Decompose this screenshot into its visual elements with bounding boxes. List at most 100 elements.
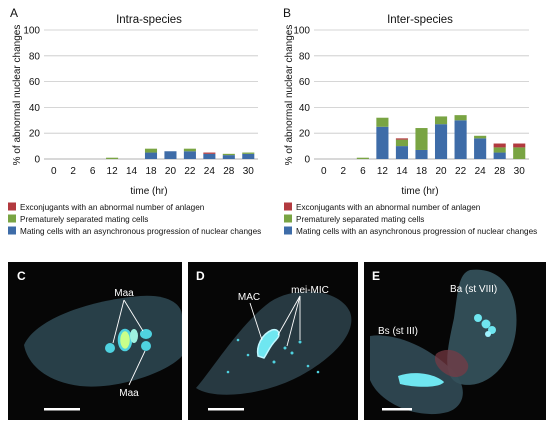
bar-segment-blue — [493, 152, 506, 159]
label-maa-top: Maa — [114, 288, 134, 299]
label-maa-bottom: Maa — [119, 388, 139, 399]
label-ba-st-viii: Ba (st VIII) — [450, 284, 497, 295]
micronucleus — [236, 338, 240, 342]
nucleus — [485, 331, 491, 337]
bar-segment-blue — [376, 126, 389, 159]
chart-title: Intra-species — [116, 14, 182, 26]
bar-segment-green — [242, 152, 255, 154]
micronucleus — [306, 364, 310, 368]
bar-segment-green — [144, 148, 158, 153]
legend-label: Mating cells with an asynchronous progre… — [296, 227, 537, 236]
mating-junction — [434, 349, 469, 378]
x-tick-label: 20 — [435, 166, 447, 177]
bar-segment-blue — [474, 138, 487, 159]
nucleus — [130, 329, 138, 343]
y-tick-label: 80 — [299, 51, 311, 62]
bar-segment-blue — [164, 151, 177, 159]
nucleus — [140, 329, 152, 339]
bar-segment-blue — [203, 153, 216, 159]
bar-segment-green — [513, 147, 526, 159]
x-tick-label: 12 — [377, 166, 389, 177]
x-tick-label: 30 — [243, 166, 255, 177]
bar-segment-blue — [454, 120, 467, 159]
x-tick-label: 30 — [514, 166, 526, 177]
bar-segment-blue — [395, 146, 409, 159]
y-axis-label: % of abnormal nuclear changes — [12, 25, 23, 166]
bar-segment-blue — [415, 149, 428, 159]
x-tick-label: 2 — [341, 166, 347, 177]
nucleus — [117, 328, 133, 352]
x-axis-label: time (hr) — [401, 186, 438, 197]
chart-intra-species: Intra-species 0 20 40 60 80 100 0 2 6 12 14 18 20 22… — [12, 14, 258, 197]
x-tick-label: 22 — [184, 166, 196, 177]
bar-segment-red — [203, 152, 216, 154]
label-mac: MAC — [238, 292, 260, 303]
x-tick-label: 20 — [165, 166, 177, 177]
x-tick-label: 18 — [145, 166, 157, 177]
nucleus — [481, 319, 491, 329]
legend-label: Prematurely separated mating cells — [296, 215, 424, 224]
bars — [106, 148, 255, 159]
x-tick-label: 28 — [223, 166, 235, 177]
scale-bar — [382, 408, 412, 411]
pointer-line — [277, 295, 301, 336]
bar-segment-red — [513, 143, 526, 148]
bar-segment-green — [183, 148, 196, 152]
bar-segment-blue — [144, 152, 158, 159]
x-axis-label: time (hr) — [130, 186, 167, 197]
bar-segment-green — [434, 116, 448, 125]
x-tick-label: 2 — [70, 166, 76, 177]
micronucleus — [316, 370, 320, 374]
nucleus — [474, 314, 482, 322]
cell-body — [447, 269, 517, 385]
micrograph-e: E Ba (st VIII) Bs (st III) — [364, 262, 546, 420]
x-tick-label: 18 — [416, 166, 428, 177]
bar-segment-green — [395, 139, 409, 147]
y-tick-label: 60 — [299, 77, 311, 88]
y-tick-label: 100 — [23, 26, 40, 37]
y-tick-label: 40 — [29, 103, 41, 114]
x-tick-label: 22 — [455, 166, 467, 177]
panel-letter-e: E — [372, 269, 380, 283]
bar-segment-blue — [183, 151, 196, 159]
x-tick-label: 24 — [475, 166, 487, 177]
legend-label: Mating cells with an asynchronous progre… — [20, 227, 261, 236]
nucleus — [105, 343, 115, 353]
pointer-line — [123, 299, 144, 332]
y-tick-label: 20 — [299, 129, 311, 140]
micronucleus — [290, 351, 294, 355]
pointer-line — [128, 350, 146, 386]
bar-segment-green — [493, 147, 506, 153]
micronucleus — [246, 353, 250, 357]
micrograph-c: C Maa Maa — [8, 262, 182, 420]
x-tick-label: 14 — [126, 166, 138, 177]
label-bs-st-iii: Bs (st III) — [378, 326, 418, 337]
legend-swatch-green — [284, 214, 292, 223]
panel-letter-b: B — [283, 6, 291, 20]
cell-body — [24, 295, 182, 387]
y-tick-label: 80 — [29, 51, 41, 62]
y-tick-labels: 0 20 40 60 80 100 — [293, 26, 310, 166]
legend-swatch-red — [284, 202, 292, 211]
scale-bar — [208, 408, 244, 411]
pointer-line — [112, 299, 125, 344]
bar-segment-green — [222, 153, 235, 156]
scale-bar — [44, 408, 80, 411]
y-tick-label: 0 — [304, 155, 310, 166]
bars — [356, 115, 526, 159]
panel-letter-a: A — [10, 6, 18, 20]
x-tick-labels: 0 2 6 12 14 18 20 22 24 28 30 — [321, 166, 525, 177]
bar-segment-green — [415, 128, 428, 150]
bar-segment-green — [474, 135, 487, 139]
x-tick-label: 24 — [204, 166, 216, 177]
legend-swatch-blue — [8, 226, 16, 235]
bar-segment-red — [493, 143, 506, 148]
micronucleus — [226, 370, 230, 374]
micrograph-d: D MAC mei-MIC — [188, 262, 358, 420]
gridlines — [44, 29, 258, 160]
legend-label: Exconjugants with an abnormal number of … — [20, 203, 205, 212]
bar-segment-blue — [434, 124, 448, 159]
y-tick-label: 0 — [34, 155, 40, 166]
bar-segment-green — [376, 117, 389, 127]
